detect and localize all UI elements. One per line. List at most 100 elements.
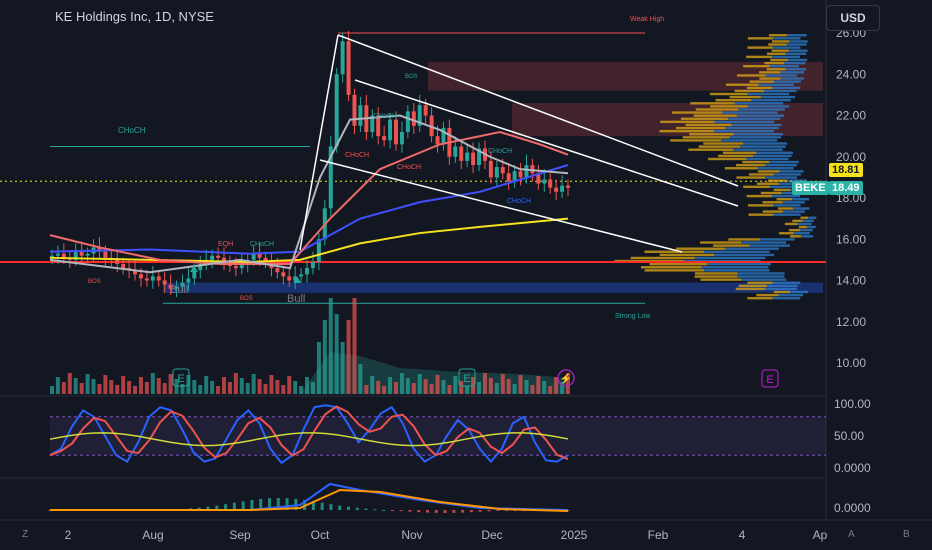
candle-body: [144, 278, 149, 281]
candle-body: [233, 266, 238, 269]
volume-bar: [364, 385, 369, 394]
candle-body: [352, 94, 357, 126]
vp-bar-blue: [780, 77, 804, 80]
volume-bar: [115, 385, 120, 394]
choch-label: CHoCH: [507, 198, 531, 205]
candle-body: [85, 253, 90, 256]
vp-bar-blue: [749, 244, 791, 247]
candle-body: [50, 255, 54, 258]
vp-bar-gold: [768, 34, 787, 37]
volume-bar: [91, 379, 96, 394]
candle-body: [524, 165, 529, 178]
candle-body: [399, 132, 404, 145]
candle-body: [73, 251, 78, 260]
candle-body: [328, 146, 333, 209]
volume-bar: [293, 381, 298, 394]
vp-bar-gold: [798, 225, 807, 229]
vp-bar-blue: [783, 61, 806, 65]
candle-body: [512, 171, 517, 182]
candle-body: [370, 115, 375, 132]
volume-bar: [441, 380, 446, 394]
volume-bar: [417, 374, 422, 394]
earnings-marker: E: [761, 369, 779, 388]
vp-bar-gold: [790, 235, 802, 238]
vp-bar-gold: [630, 256, 695, 260]
vp-bar-gold: [768, 43, 787, 46]
vp-bar-gold: [757, 170, 780, 173]
vp-bar-gold: [771, 40, 789, 43]
vp-bar-gold: [700, 241, 742, 244]
vp-bar-gold: [767, 179, 787, 182]
volume-bar: [50, 386, 54, 394]
candle-body: [198, 264, 203, 271]
price-axis-label: 10.00: [836, 356, 866, 370]
candle-body: [423, 105, 428, 116]
volume-bar: [180, 384, 185, 394]
vp-bar-gold: [792, 219, 803, 223]
macd-bar: [197, 507, 201, 510]
macd-bar: [434, 510, 438, 513]
vp-bar-blue: [773, 80, 801, 83]
vp-bar-gold: [713, 244, 750, 247]
vp-bar-gold: [690, 102, 735, 105]
osc-axis-label: 100.00: [834, 397, 871, 411]
vp-bar-gold: [747, 281, 773, 284]
vp-bar-gold: [800, 216, 809, 219]
candle-body: [168, 284, 173, 289]
vp-bar-blue: [703, 250, 770, 253]
vp-bar-gold: [715, 99, 752, 102]
candle-body: [382, 136, 387, 141]
vp-bar-blue: [772, 37, 801, 40]
candle-body: [394, 119, 398, 145]
vp-bar-gold: [694, 275, 738, 278]
timezone-button[interactable]: Z: [22, 529, 29, 540]
vp-bar-blue: [773, 173, 801, 176]
vp-bar-gold: [710, 105, 748, 108]
vp-bar-gold: [742, 160, 770, 164]
vp-bar-gold: [644, 250, 704, 253]
candle-body: [417, 105, 422, 126]
vp-bar-gold: [760, 191, 782, 195]
symbol-price-tag: 18.49: [829, 181, 863, 195]
vp-bar-blue: [694, 256, 766, 260]
strong-low-label: Strong Low: [615, 313, 651, 320]
candle-body: [156, 276, 161, 281]
volume-bar: [85, 374, 90, 394]
choch-label: CHoCH: [118, 126, 146, 135]
vp-bar-blue: [747, 105, 790, 108]
price-axis-label: 12.00: [836, 315, 866, 329]
candle-body: [97, 247, 102, 252]
vp-bar-gold: [770, 58, 788, 62]
volume-bar: [133, 386, 138, 394]
vp-bar-gold: [779, 232, 794, 235]
macd-axis-label: 0.0000: [834, 501, 871, 515]
volume-bar: [210, 381, 215, 394]
auto-scale-button[interactable]: A: [848, 529, 855, 540]
volume-bar: [168, 374, 173, 394]
vp-bar-gold: [682, 136, 730, 139]
candle-body: [358, 105, 363, 126]
earnings-marker: E: [172, 368, 190, 387]
vp-bar-gold: [695, 108, 739, 111]
vp-bar-blue: [725, 247, 779, 250]
choch-label: CHoCH: [250, 241, 274, 248]
macd-line: [50, 482, 569, 511]
candle-body: [133, 270, 138, 275]
volume-bar: [429, 384, 434, 394]
vp-bar-gold: [735, 287, 765, 291]
vp-bar-blue: [778, 293, 803, 297]
vp-bar-blue: [714, 129, 774, 133]
vp-bar-gold: [703, 142, 744, 145]
volume-bar: [67, 373, 72, 394]
time-axis-label: Dec: [481, 528, 502, 542]
bos-label: BOS: [405, 74, 418, 80]
settings-button[interactable]: B: [903, 529, 910, 540]
vp-bar-gold: [659, 129, 715, 133]
volume-bar: [566, 373, 570, 394]
candle-body: [506, 173, 511, 182]
candle-body: [518, 171, 523, 178]
vp-bar-blue: [782, 201, 805, 204]
currency-button[interactable]: USD: [826, 5, 880, 31]
vp-bar-blue: [800, 228, 813, 232]
